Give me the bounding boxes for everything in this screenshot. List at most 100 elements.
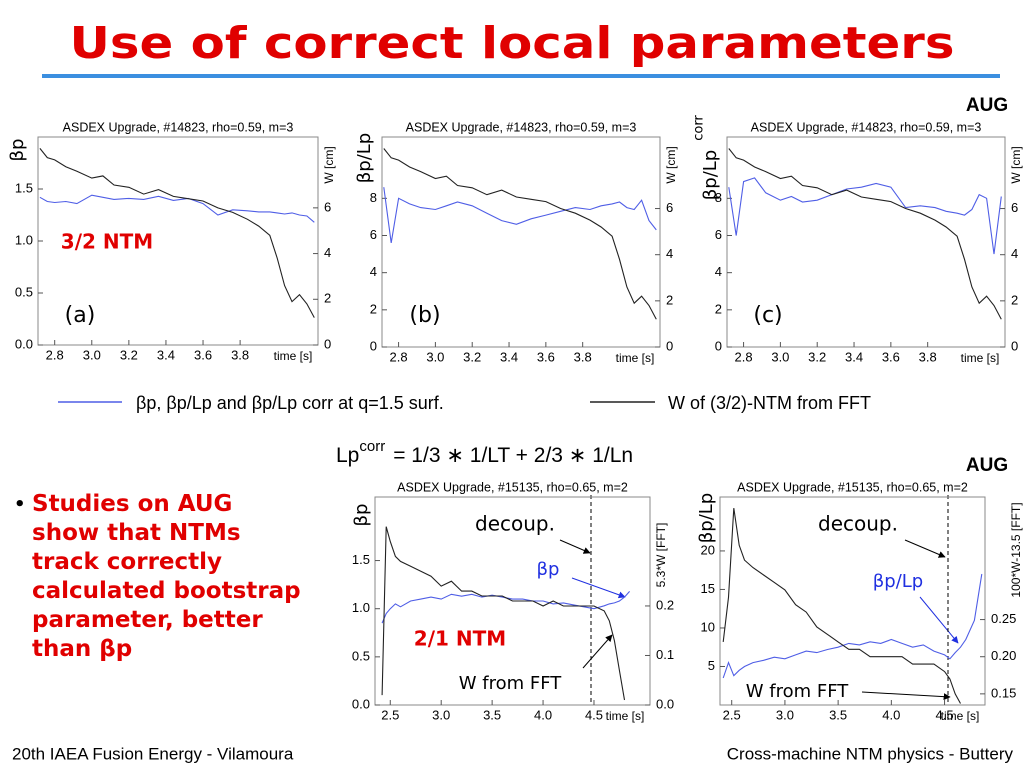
bullet-text: • Studies on AUG show that NTMs track corre… [14, 490, 344, 664]
x-tick-label: 4.0 [882, 707, 900, 722]
series-line [39, 148, 315, 318]
annotation: W from FFT [459, 673, 563, 694]
annotation: decoup. [475, 512, 555, 536]
footer-left: 20th IAEA Fusion Energy - Vilamoura [12, 744, 294, 763]
y-axis-label: βp [7, 139, 28, 162]
x-tick-label: 4.5 [936, 707, 954, 722]
y2-axis-label: W [cm] [1009, 146, 1023, 183]
y2-tick-label: 0.0 [656, 696, 674, 711]
chart: ASDEX Upgrade, #15135, rho=0.65, m=2 2.5 3… [696, 480, 1023, 723]
x-tick-label: 3.2 [463, 349, 481, 364]
y-tick-label: 0.5 [352, 648, 370, 663]
x-tick-label: 3.0 [426, 349, 444, 364]
formula: Lpcorr = 1/3 ∗ 1/LT + 2/3 ∗ 1/Ln [336, 438, 633, 467]
bullet-line: parameter, better [32, 607, 263, 633]
x-tick-label: 3.6 [537, 349, 555, 364]
y2-axis-label: W [cm] [664, 146, 678, 183]
x-tick-label: 2.8 [46, 347, 64, 362]
x-tick-label: 3.4 [500, 349, 518, 364]
y-tick-label: 5 [708, 658, 715, 673]
y2-tick-label: 0.25 [991, 611, 1016, 626]
bullet-line: than βp [32, 636, 133, 662]
x-tick-label: 4.5 [585, 707, 603, 722]
y-tick-label: 8 [370, 190, 377, 205]
x-tick-label: 2.5 [723, 707, 741, 722]
y2-tick-label: 0.20 [991, 648, 1016, 663]
footer-right: Cross-machine NTM physics - Buttery [727, 744, 1014, 763]
y-axis-label: βp [351, 504, 372, 527]
y-tick-label: 2 [370, 301, 377, 316]
y2-tick-label: 6 [1011, 200, 1018, 215]
x-axis-label: time [s] [616, 351, 655, 365]
y-tick-label: 0 [715, 338, 722, 353]
x-tick-label: 3.4 [845, 349, 863, 364]
annotation: W from FFT [746, 681, 850, 702]
x-tick-label: 4.0 [534, 707, 552, 722]
y-tick-label: 4 [370, 264, 377, 279]
slide-title: Use of correct local parameters [70, 18, 955, 69]
x-tick-label: 3.4 [157, 347, 175, 362]
annotation: (c) [753, 303, 782, 328]
x-axis-label: time [s] [274, 349, 313, 363]
x-tick-label: 3.0 [83, 347, 101, 362]
annotation: (a) [65, 303, 96, 328]
y2-tick-label: 4 [324, 245, 331, 260]
series-line [728, 177, 1002, 255]
bullet-line: calculated bootstrap [32, 578, 301, 604]
annotation: βp [537, 559, 560, 580]
y2-tick-label: 0.15 [991, 685, 1016, 700]
annotation: (b) [409, 303, 440, 328]
plot-frame [381, 136, 661, 348]
x-tick-label: 3.2 [808, 349, 826, 364]
y-tick-label: 0 [370, 338, 377, 353]
y-tick-label: 8 [715, 190, 722, 205]
x-tick-label: 3.0 [432, 707, 450, 722]
series-line [383, 187, 657, 243]
x-tick-label: 3.6 [882, 349, 900, 364]
x-tick-label: 3.8 [919, 349, 937, 364]
legend-label: βp, βp/Lp and βp/Lp corr at q=1.5 surf. [136, 393, 444, 413]
plot-frame [374, 496, 651, 706]
series-line [722, 573, 983, 679]
bullet-line: Studies on AUG [32, 491, 233, 517]
y2-tick-label: 2 [666, 292, 673, 307]
y2-tick-label: 0 [324, 336, 331, 351]
series-line [728, 148, 1002, 320]
chart: ASDEX Upgrade, #15135, rho=0.65, m=2 2.5 3… [351, 480, 674, 723]
y2-tick-label: 4 [666, 246, 673, 261]
annotation: 3/2 NTM [61, 230, 153, 254]
bullet-dot: • [14, 494, 26, 515]
x-tick-label: 3.6 [194, 347, 212, 362]
y-tick-label: 1.5 [352, 552, 370, 567]
y-tick-label: 20 [701, 542, 715, 557]
chart-title: ASDEX Upgrade, #14823, rho=0.59, m=3 [751, 120, 982, 134]
chart: ASDEX Upgrade, #14823, rho=0.59, m=3 2.8 3… [354, 120, 678, 365]
y-tick-label: 4 [715, 264, 722, 279]
x-tick-label: 2.8 [390, 349, 408, 364]
y2-axis-label: W [cm] [322, 146, 336, 183]
series-line [722, 508, 961, 704]
y-tick-label: 1.0 [15, 232, 33, 247]
y-tick-label: 6 [370, 227, 377, 242]
chart-title: ASDEX Upgrade, #15135, rho=0.65, m=2 [397, 480, 628, 494]
y2-tick-label: 6 [666, 200, 673, 215]
y-tick-label: 2 [715, 301, 722, 316]
y-axis-label: βp/Lp [696, 493, 717, 543]
y-tick-label: 1.0 [352, 600, 370, 615]
chart: ASDEX Upgrade, #14823, rho=0.59, m=3 2.8 3… [692, 115, 1024, 366]
y-axis-label: βp/Lp [700, 150, 721, 200]
x-tick-label: 3.0 [776, 707, 794, 722]
y2-tick-label: 2 [1011, 292, 1018, 307]
series-line [381, 526, 626, 701]
x-tick-label: 2.5 [381, 707, 399, 722]
y-axis-label: βp/Lp [354, 133, 375, 183]
y-tick-label: 10 [701, 619, 715, 634]
series-line [383, 148, 657, 320]
y-axis-label-sup: corr [692, 115, 707, 141]
x-tick-label: 3.2 [120, 347, 138, 362]
y-tick-label: 0.0 [352, 696, 370, 711]
y-tick-label: 1.5 [15, 180, 33, 195]
y-tick-label: 0.0 [15, 336, 33, 351]
